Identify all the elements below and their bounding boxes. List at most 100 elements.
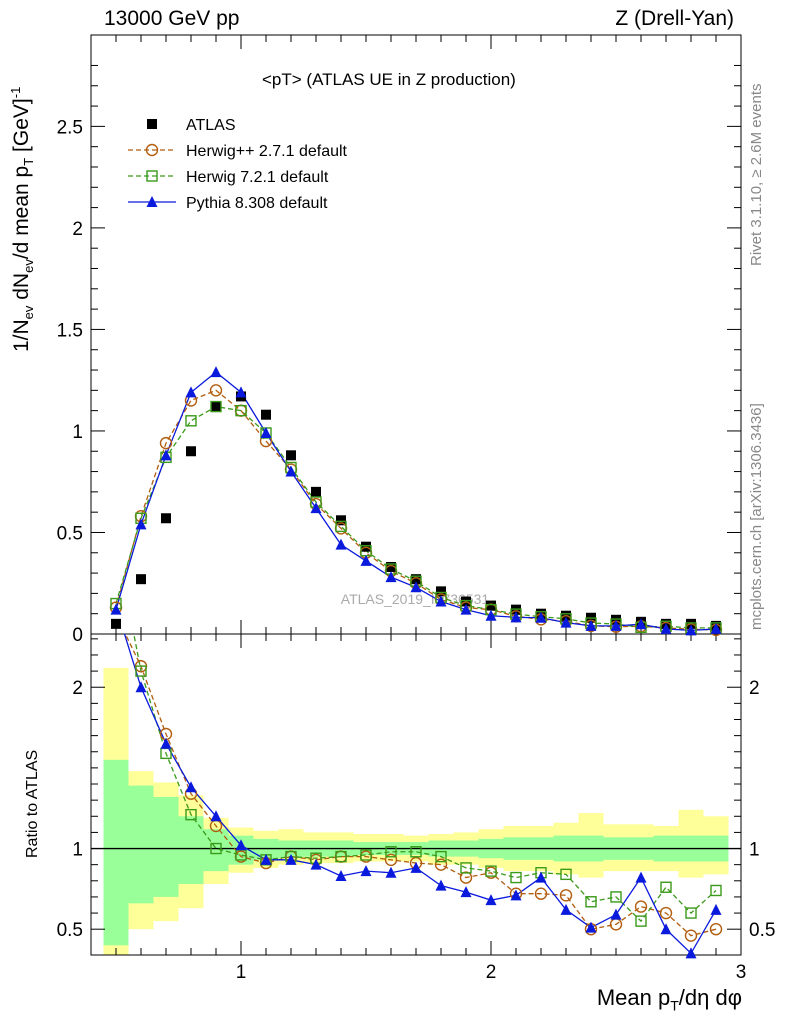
ratio-point-pythia (510, 889, 522, 901)
ratio-point-pythia (260, 853, 272, 865)
main-point-pythia (635, 618, 647, 630)
x-axis-label: Mean pT/dη dφ (597, 985, 742, 1013)
x-axis-label-main: Mean p (596, 985, 671, 1010)
y-tick-label: 1 (72, 422, 83, 443)
main-point-atlas (436, 586, 446, 597)
ratio-point-pythia (210, 810, 222, 822)
ratio-point-pythia (185, 781, 197, 793)
ratio-y-tick-label: 1 (72, 840, 83, 861)
legend-label-herwig7: Herwig 7.2.1 default (186, 169, 329, 186)
main-point-pythia (185, 386, 197, 398)
ratio-point-herwig7 (360, 849, 372, 861)
ratio-point-herwig7 (410, 846, 422, 858)
main-point-pythia (685, 624, 697, 636)
y-tick-label: 0.5 (57, 523, 83, 544)
ratio-point-herwig7 (210, 842, 222, 855)
main-point-atlas (211, 401, 221, 412)
main-point-atlas (261, 409, 271, 420)
main-point-pythia (510, 611, 522, 623)
x-axis-label-tail: /dη dφ (678, 985, 742, 1010)
ratio-line-herwig7 (133, 634, 717, 923)
ratio-point-pythia (710, 903, 722, 915)
main-point-herwig_pp (209, 384, 223, 397)
ratio-point-herwig7 (385, 846, 397, 858)
ratio-point-herwig7 (460, 862, 472, 874)
main-point-pythia (135, 518, 147, 530)
main-point-pythia (710, 622, 722, 634)
ratio-point-pythia (335, 869, 347, 881)
main-point-herwig7 (335, 520, 347, 533)
main-point-atlas (111, 618, 121, 629)
main-point-pythia (435, 595, 447, 607)
main-point-atlas (186, 446, 196, 457)
ratio-point-pythia (560, 903, 572, 915)
ratio-point-pythia (635, 871, 647, 883)
main-point-herwig7 (210, 400, 222, 413)
ratio-point-herwig7 (585, 896, 597, 908)
main-point-pythia (260, 426, 272, 438)
ratio-point-pythia (310, 858, 322, 870)
main-point-pythia (535, 611, 547, 623)
ratio-point-herwig_pp (459, 871, 473, 884)
main-point-pythia (385, 571, 397, 583)
main-point-pythia (610, 619, 622, 631)
ratio-band-inner (278, 840, 304, 859)
ratio-point-herwig_pp (684, 929, 698, 942)
main-point-pythia (660, 622, 672, 634)
ratio-point-pythia (535, 871, 547, 883)
main-point-pythia (335, 538, 347, 550)
main-point-pythia (360, 554, 372, 566)
ratio-band-inner (178, 816, 204, 885)
ratio-band-inner (253, 838, 279, 860)
ratio-y-tick-label: 2 (72, 678, 83, 699)
main-point-pythia (485, 609, 497, 621)
ratio-point-pythia (585, 921, 597, 933)
ratio-band-inner (128, 785, 154, 904)
ratio-y-tick-label-right: 1 (749, 840, 760, 861)
ratio-point-herwig7 (335, 850, 347, 863)
header-right: Z (Drell-Yan) (615, 7, 734, 30)
ratio-line-herwig_pp (124, 634, 717, 937)
ratio-point-pythia (410, 861, 422, 873)
ratio-point-herwig_pp (634, 900, 648, 913)
ratio-point-herwig7 (710, 884, 722, 897)
ratio-point-herwig_pp (534, 887, 548, 900)
main-point-atlas (336, 515, 346, 526)
y-tick-label: 2 (72, 219, 83, 240)
plot-title: <pT> (ATLAS UE in Z production) (262, 70, 516, 89)
main-point-pythia (160, 449, 172, 461)
ratio-point-pythia (460, 886, 472, 898)
legend-marker-atlas (147, 119, 157, 129)
ratio-band-inner (203, 829, 229, 872)
x-axis-label-sub: T (670, 997, 679, 1014)
main-point-pythia (285, 465, 297, 477)
main-point-pythia (210, 366, 222, 378)
header-left: 13000 GeV pp (104, 7, 240, 30)
y-tick-label: 1.5 (57, 320, 83, 341)
main-point-herwig_pp (159, 436, 173, 450)
ratio-point-pythia (685, 947, 697, 959)
ratio-point-pythia (660, 923, 672, 935)
main-point-atlas (611, 614, 621, 625)
ratio-point-herwig7 (435, 850, 447, 863)
ratio-point-herwig_pp (659, 906, 673, 920)
main-point-atlas (286, 450, 296, 461)
main-point-atlas (386, 561, 396, 572)
ratio-point-herwig7 (510, 871, 522, 884)
main-point-pythia (410, 581, 422, 593)
y-tick-label: 2.5 (57, 117, 83, 138)
ratio-y-tick-label: 0.5 (57, 920, 83, 941)
ratio-band-inner (153, 796, 179, 897)
ratio-point-herwig7 (610, 891, 622, 903)
x-tick-label: 2 (486, 962, 497, 983)
main-point-atlas (161, 513, 171, 524)
ratio-point-herwig_pp (709, 922, 723, 936)
main-point-atlas (486, 600, 496, 611)
ratio-point-herwig7 (135, 665, 147, 677)
main-point-pythia (110, 603, 122, 615)
main-point-atlas (136, 574, 146, 585)
ratio-point-pythia (160, 737, 172, 749)
legend-marker-herwig_pp (145, 143, 159, 157)
ratio-point-pythia (485, 894, 497, 906)
